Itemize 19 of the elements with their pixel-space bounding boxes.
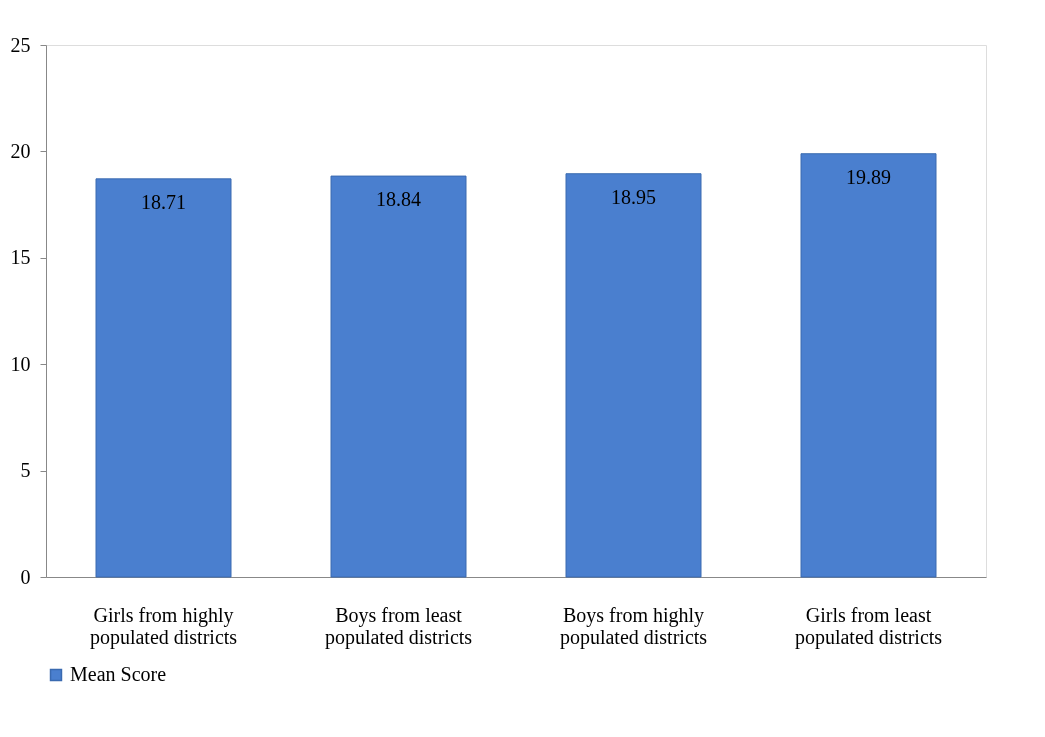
data-label: 19.89 (846, 165, 891, 188)
bar (800, 153, 937, 578)
data-label: 18.95 (611, 185, 656, 208)
data-label: 18.84 (376, 188, 421, 211)
data-label: 18.71 (141, 190, 186, 213)
bar (330, 175, 467, 578)
y-tick-label: 25 (10, 33, 31, 56)
y-tick-label: 15 (10, 246, 31, 269)
x-tick-label: Boys from least populated districts (324, 603, 473, 649)
y-tick-label: 20 (10, 139, 31, 162)
x-tick-label: Boys from highly populated districts (559, 603, 708, 649)
y-tick-label: 0 (20, 565, 31, 588)
y-tick-label: 5 (20, 459, 31, 482)
bar (95, 178, 232, 578)
legend-label: Mean Score (70, 663, 167, 685)
x-tick-label: Girls from least populated districts (794, 603, 943, 649)
y-tick-label: 10 (10, 352, 31, 375)
bar (565, 173, 702, 578)
x-tick-label: Girls from highly populated districts (89, 603, 238, 649)
